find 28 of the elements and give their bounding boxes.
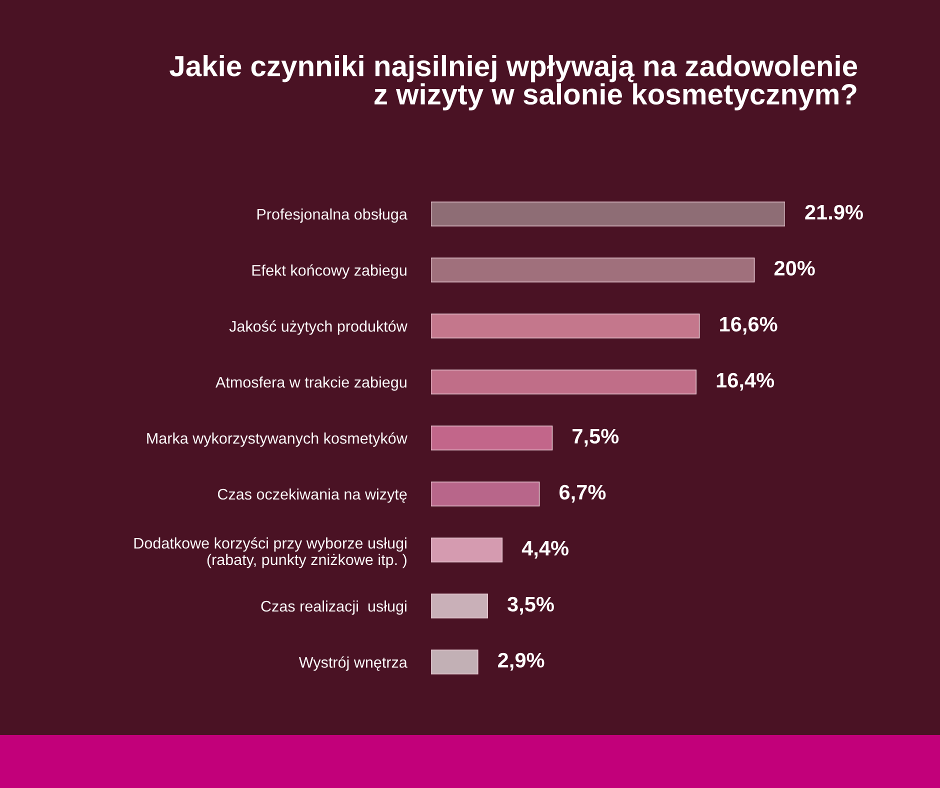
- data-label: 16,4%: [716, 372, 774, 391]
- y-tick-label: Jakość użytych produktów: [229, 320, 408, 335]
- y-tick-label: Atmosfera w trakcie zabiegu: [216, 376, 406, 391]
- bar: [431, 594, 488, 618]
- y-tick-label: Profesjonalna obsługa: [257, 208, 408, 223]
- bar: [431, 314, 700, 338]
- bar: [431, 426, 553, 450]
- data-label: 20%: [774, 260, 815, 276]
- bar: [431, 650, 478, 674]
- bar: [431, 202, 785, 226]
- data-label: 21.9%: [805, 204, 863, 220]
- y-tick-label: Dodatkowe korzyści przy wyborze usługi (rabaty, punkty zniżkowe itp. ): [134, 537, 406, 568]
- y-tick-label: Wystrój wnętrza: [298, 656, 408, 671]
- data-label: 16,6%: [720, 316, 778, 335]
- data-label: 6,7%: [560, 484, 606, 503]
- chart-title: Jakie czynniki najsilniej wpływają na zadowolenie z wizyty w salonie kosmetycznym?: [170, 55, 858, 110]
- y-tick-label: Efekt końcowy zabiegu: [252, 264, 406, 279]
- data-label: 3,5%: [508, 596, 554, 615]
- bar: [431, 482, 540, 506]
- bar: [431, 538, 503, 562]
- y-tick-label: Czas realizacji usługi: [261, 600, 406, 615]
- data-label: 4,4%: [522, 540, 569, 559]
- data-label: 2,9%: [498, 652, 544, 671]
- y-tick-label: Czas oczekiwania na wizytę: [218, 488, 407, 503]
- data-label: 7,5%: [572, 428, 619, 447]
- bar: [431, 258, 755, 282]
- bar: [431, 370, 697, 394]
- y-tick-label: Marka wykorzystywanych kosmetyków: [147, 432, 408, 447]
